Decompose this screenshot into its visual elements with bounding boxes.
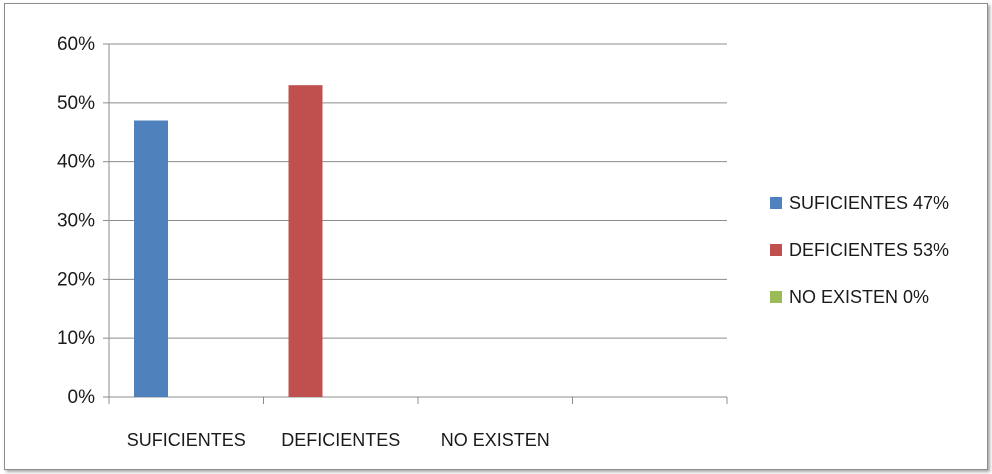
legend-label: DEFICIENTES 53%: [789, 240, 949, 260]
y-tick-label: 20%: [57, 269, 95, 290]
bar-chart: 0% 10% 20% 30% 40% 50% 60% SUFICIENTES DEFICIENT…: [57, 34, 949, 450]
x-tick-label: NO EXISTEN: [441, 430, 550, 450]
y-tick-label: 50%: [57, 93, 95, 114]
legend-swatch: [770, 197, 782, 209]
y-tick-label: 40%: [57, 152, 95, 173]
y-tick-label: 10%: [57, 328, 95, 349]
x-tick-label: DEFICIENTES: [281, 430, 400, 450]
bar-suficientes: [134, 120, 168, 397]
bar-deficientes: [288, 85, 323, 397]
y-tick-label: 30%: [57, 211, 95, 232]
chart-frame: 0% 10% 20% 30% 40% 50% 60% SUFICIENTES DEFICIENT…: [4, 3, 988, 470]
legend-label: NO EXISTEN 0%: [789, 287, 929, 307]
legend-swatch: [770, 244, 782, 256]
y-tick-label: 0%: [68, 387, 96, 408]
legend-swatch: [770, 291, 782, 303]
y-tick-label: 60%: [57, 34, 95, 55]
x-tick-label: SUFICIENTES: [127, 430, 246, 450]
legend-label: SUFICIENTES 47%: [789, 193, 949, 213]
